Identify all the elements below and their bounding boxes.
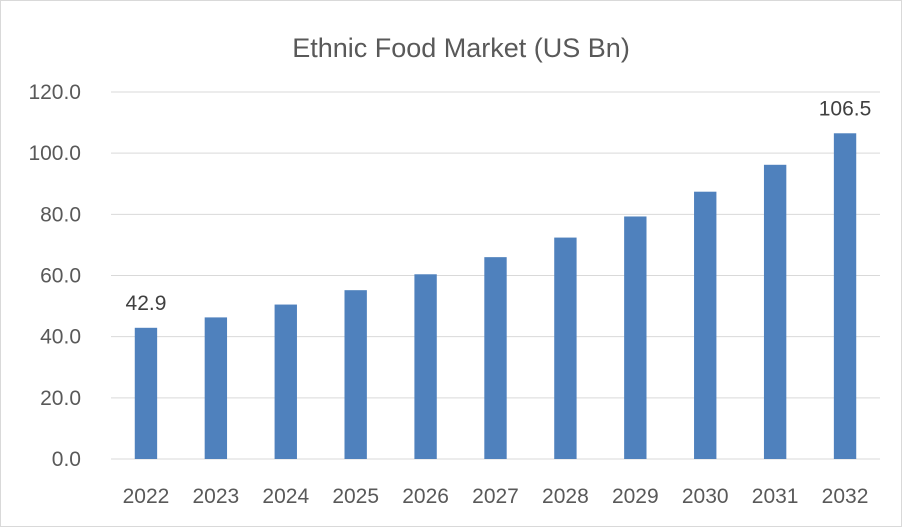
x-tick-label: 2026 <box>402 485 449 508</box>
x-tick-label: 2027 <box>472 485 519 508</box>
data-label: 42.9 <box>126 292 167 315</box>
bar-2029 <box>624 216 647 459</box>
data-label: 106.5 <box>819 97 872 120</box>
bar-2023 <box>204 317 228 459</box>
chart-title: Ethnic Food Market (US Bn) <box>292 33 630 63</box>
data-labels: 42.9 106.5 <box>126 97 872 315</box>
bar-2024 <box>274 304 297 459</box>
y-tick-label: 120.0 <box>28 81 81 104</box>
bar-2028 <box>554 237 577 459</box>
x-tick-label: 2022 <box>123 485 170 508</box>
y-tick-label: 100.0 <box>28 142 81 165</box>
bar-2027 <box>484 257 507 459</box>
y-axis-ticks: 0.0 20.0 40.0 60.0 80.0 100.0 120.0 <box>28 81 81 471</box>
y-tick-label: 40.0 <box>40 326 81 349</box>
x-tick-label: 2031 <box>752 485 799 508</box>
bar-2031 <box>763 164 787 459</box>
bar-2032 <box>833 133 857 459</box>
x-tick-label: 2025 <box>332 485 379 508</box>
x-tick-label: 2029 <box>612 485 659 508</box>
bars <box>134 133 857 459</box>
y-tick-label: 0.0 <box>52 448 81 471</box>
y-tick-label: 80.0 <box>40 203 81 226</box>
y-tick-label: 60.0 <box>40 265 81 288</box>
bar-2026 <box>414 274 437 459</box>
x-tick-label: 2032 <box>822 485 869 508</box>
x-tick-label: 2024 <box>262 485 309 508</box>
x-tick-label: 2028 <box>542 485 589 508</box>
y-tick-label: 20.0 <box>40 387 81 410</box>
bar-2025 <box>344 290 367 459</box>
x-tick-label: 2023 <box>193 485 240 508</box>
x-axis-ticks: 2022 2023 2024 2025 2026 2027 2028 2029 2030 2031… <box>123 485 869 508</box>
bar-2022 <box>134 327 158 459</box>
x-tick-label: 2030 <box>682 485 729 508</box>
bar-2030 <box>694 191 717 459</box>
